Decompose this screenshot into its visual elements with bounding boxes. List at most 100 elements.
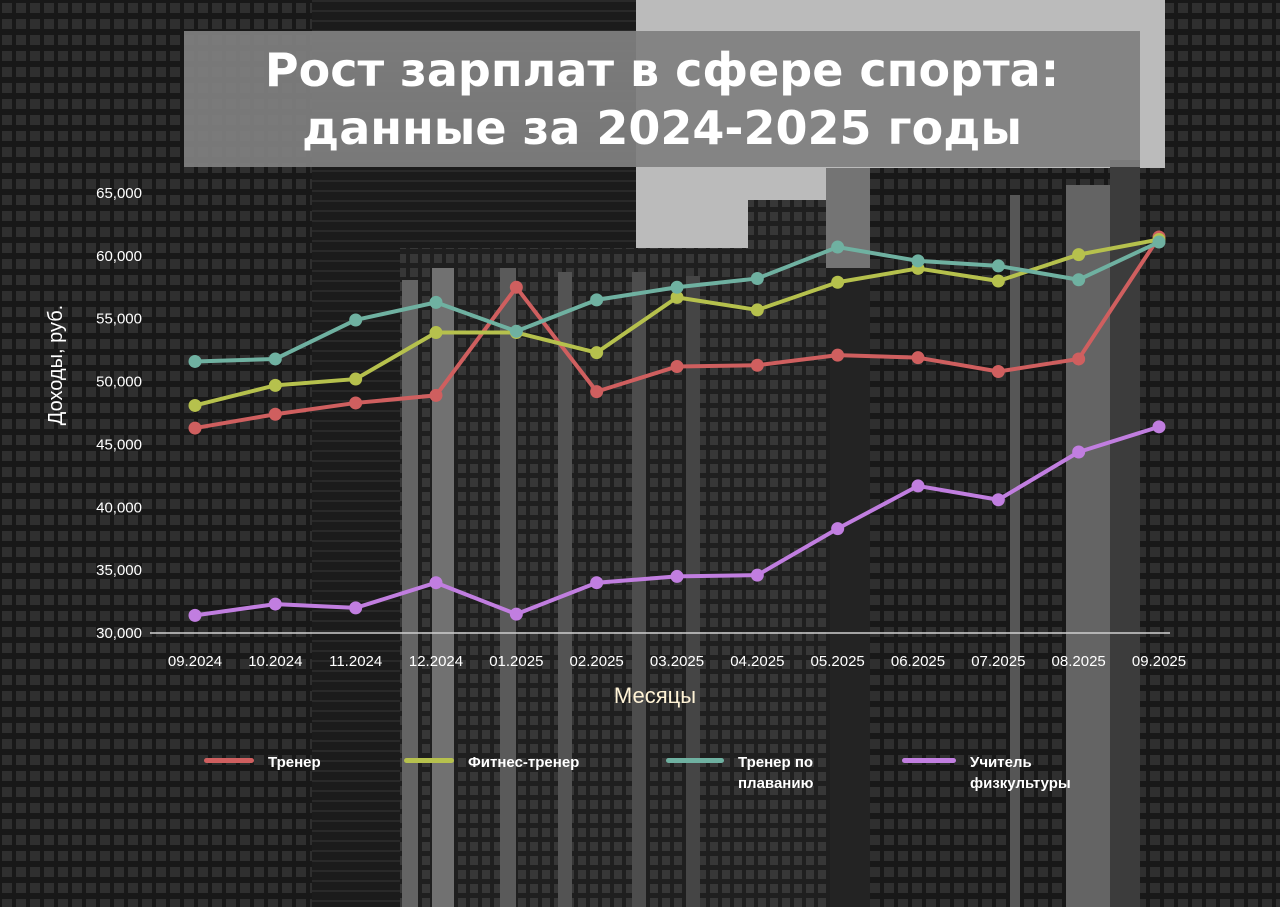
y-axis: 30,000 35,000 40,000 45,000 50,000 55,000 60,0… xyxy=(96,185,142,642)
series-line xyxy=(193,235,1161,431)
data-point xyxy=(188,608,202,622)
legend-item-swim-trainer: Тренер по плаванию xyxy=(666,752,878,794)
x-tick-label: 09.2024 xyxy=(168,653,222,670)
data-point xyxy=(429,326,443,340)
legend-label-line-1: Учитель xyxy=(970,754,1032,771)
data-point xyxy=(1152,420,1166,434)
x-tick-label: 12.2024 xyxy=(409,653,463,670)
x-axis-title: Месяцы xyxy=(614,683,696,708)
data-point xyxy=(750,358,764,372)
data-point xyxy=(429,388,443,402)
legend-label: Тренер по плаванию xyxy=(738,752,878,794)
data-point xyxy=(670,280,684,294)
x-tick-label: 02.2025 xyxy=(570,653,624,670)
x-tick-label: 06.2025 xyxy=(891,653,945,670)
x-tick-label: 03.2025 xyxy=(650,653,704,670)
data-point xyxy=(188,421,202,435)
data-point xyxy=(349,372,363,386)
y-tick-label: 35,000 xyxy=(96,562,142,579)
data-point xyxy=(750,271,764,285)
legend-label: Фитнес-тренер xyxy=(468,752,638,773)
data-point xyxy=(670,569,684,583)
data-point xyxy=(349,313,363,327)
legend-swatch xyxy=(404,758,454,763)
x-tick-label: 01.2025 xyxy=(489,653,543,670)
data-point xyxy=(590,576,604,590)
data-point xyxy=(188,398,202,412)
chart-title: Рост зарплат в сфере спорта: данные за 2… xyxy=(184,31,1140,167)
data-point xyxy=(268,407,282,421)
data-point xyxy=(349,396,363,410)
series-line xyxy=(193,237,1161,408)
data-point xyxy=(268,352,282,366)
data-point xyxy=(750,568,764,582)
y-tick-label: 40,000 xyxy=(96,499,142,516)
x-tick-label: 07.2025 xyxy=(971,653,1025,670)
y-tick-label: 60,000 xyxy=(96,248,142,265)
data-point xyxy=(670,359,684,373)
y-axis-title: Доходы, руб. xyxy=(45,305,67,425)
x-tick-label: 11.2024 xyxy=(329,653,382,670)
y-tick-label: 50,000 xyxy=(96,374,142,391)
legend-label-line-1: Фитнес-тренер xyxy=(468,754,580,771)
data-point xyxy=(509,280,523,294)
data-point xyxy=(590,346,604,360)
data-point xyxy=(429,576,443,590)
data-point xyxy=(911,351,925,365)
chart-title-line-1: Рост зарплат в сфере спорта: xyxy=(264,43,1060,97)
data-point xyxy=(1072,273,1086,287)
legend-item-fitness-trainer: Фитнес-тренер xyxy=(404,752,638,773)
data-point xyxy=(1072,352,1086,366)
data-point xyxy=(991,493,1005,507)
y-tick-label: 45,000 xyxy=(96,436,142,453)
y-tick-label: 65,000 xyxy=(96,185,142,202)
x-tick-label: 10.2024 xyxy=(248,653,302,670)
chart-title-line-2: данные за 2024-2025 годы xyxy=(302,101,1022,155)
x-tick-label: 04.2025 xyxy=(730,653,784,670)
series-line xyxy=(193,424,1161,618)
series-3 xyxy=(188,235,1166,368)
data-point xyxy=(509,607,523,621)
data-point xyxy=(750,303,764,317)
data-point xyxy=(991,259,1005,273)
x-axis: 09.2024 10.2024 11.2024 12.2024 01.2025 02.20… xyxy=(150,632,1186,670)
data-point xyxy=(188,354,202,368)
legend-label: Учитель физкультуры xyxy=(970,752,1110,794)
data-point xyxy=(268,597,282,611)
data-point xyxy=(429,295,443,309)
legend-label-line-1: Тренер xyxy=(268,754,321,771)
series-4 xyxy=(188,420,1166,622)
x-tick-label: 09.2025 xyxy=(1132,653,1186,670)
data-point xyxy=(1072,445,1086,459)
legend-label-line-2: плаванию xyxy=(738,775,814,792)
data-point xyxy=(1072,248,1086,262)
legend-label-line-1: Тренер по xyxy=(738,754,814,771)
data-point xyxy=(991,274,1005,288)
data-point xyxy=(670,290,684,304)
x-tick-label: 05.2025 xyxy=(811,653,865,670)
data-point xyxy=(590,293,604,307)
data-point xyxy=(349,601,363,615)
legend-label-line-2: физкультуры xyxy=(970,775,1071,792)
legend-swatch xyxy=(902,758,956,763)
data-point xyxy=(590,385,604,399)
legend-swatch xyxy=(666,758,724,763)
data-point xyxy=(268,378,282,392)
data-point xyxy=(911,479,925,493)
data-point xyxy=(831,275,845,289)
legend-label: Тренер xyxy=(268,752,408,773)
y-tick-label: 30,000 xyxy=(96,625,142,642)
data-point xyxy=(831,348,845,362)
y-tick-label: 55,000 xyxy=(96,311,142,328)
legend-item-trainer: Тренер xyxy=(204,752,408,773)
data-point xyxy=(831,240,845,254)
data-point xyxy=(911,254,925,268)
x-tick-label: 08.2025 xyxy=(1052,653,1106,670)
series-1 xyxy=(188,230,1166,435)
legend-item-pe-teacher: Учитель физкультуры xyxy=(902,752,1110,794)
data-point xyxy=(991,365,1005,379)
series-layer xyxy=(188,230,1166,622)
series-2 xyxy=(188,233,1166,412)
legend-swatch xyxy=(204,758,254,763)
